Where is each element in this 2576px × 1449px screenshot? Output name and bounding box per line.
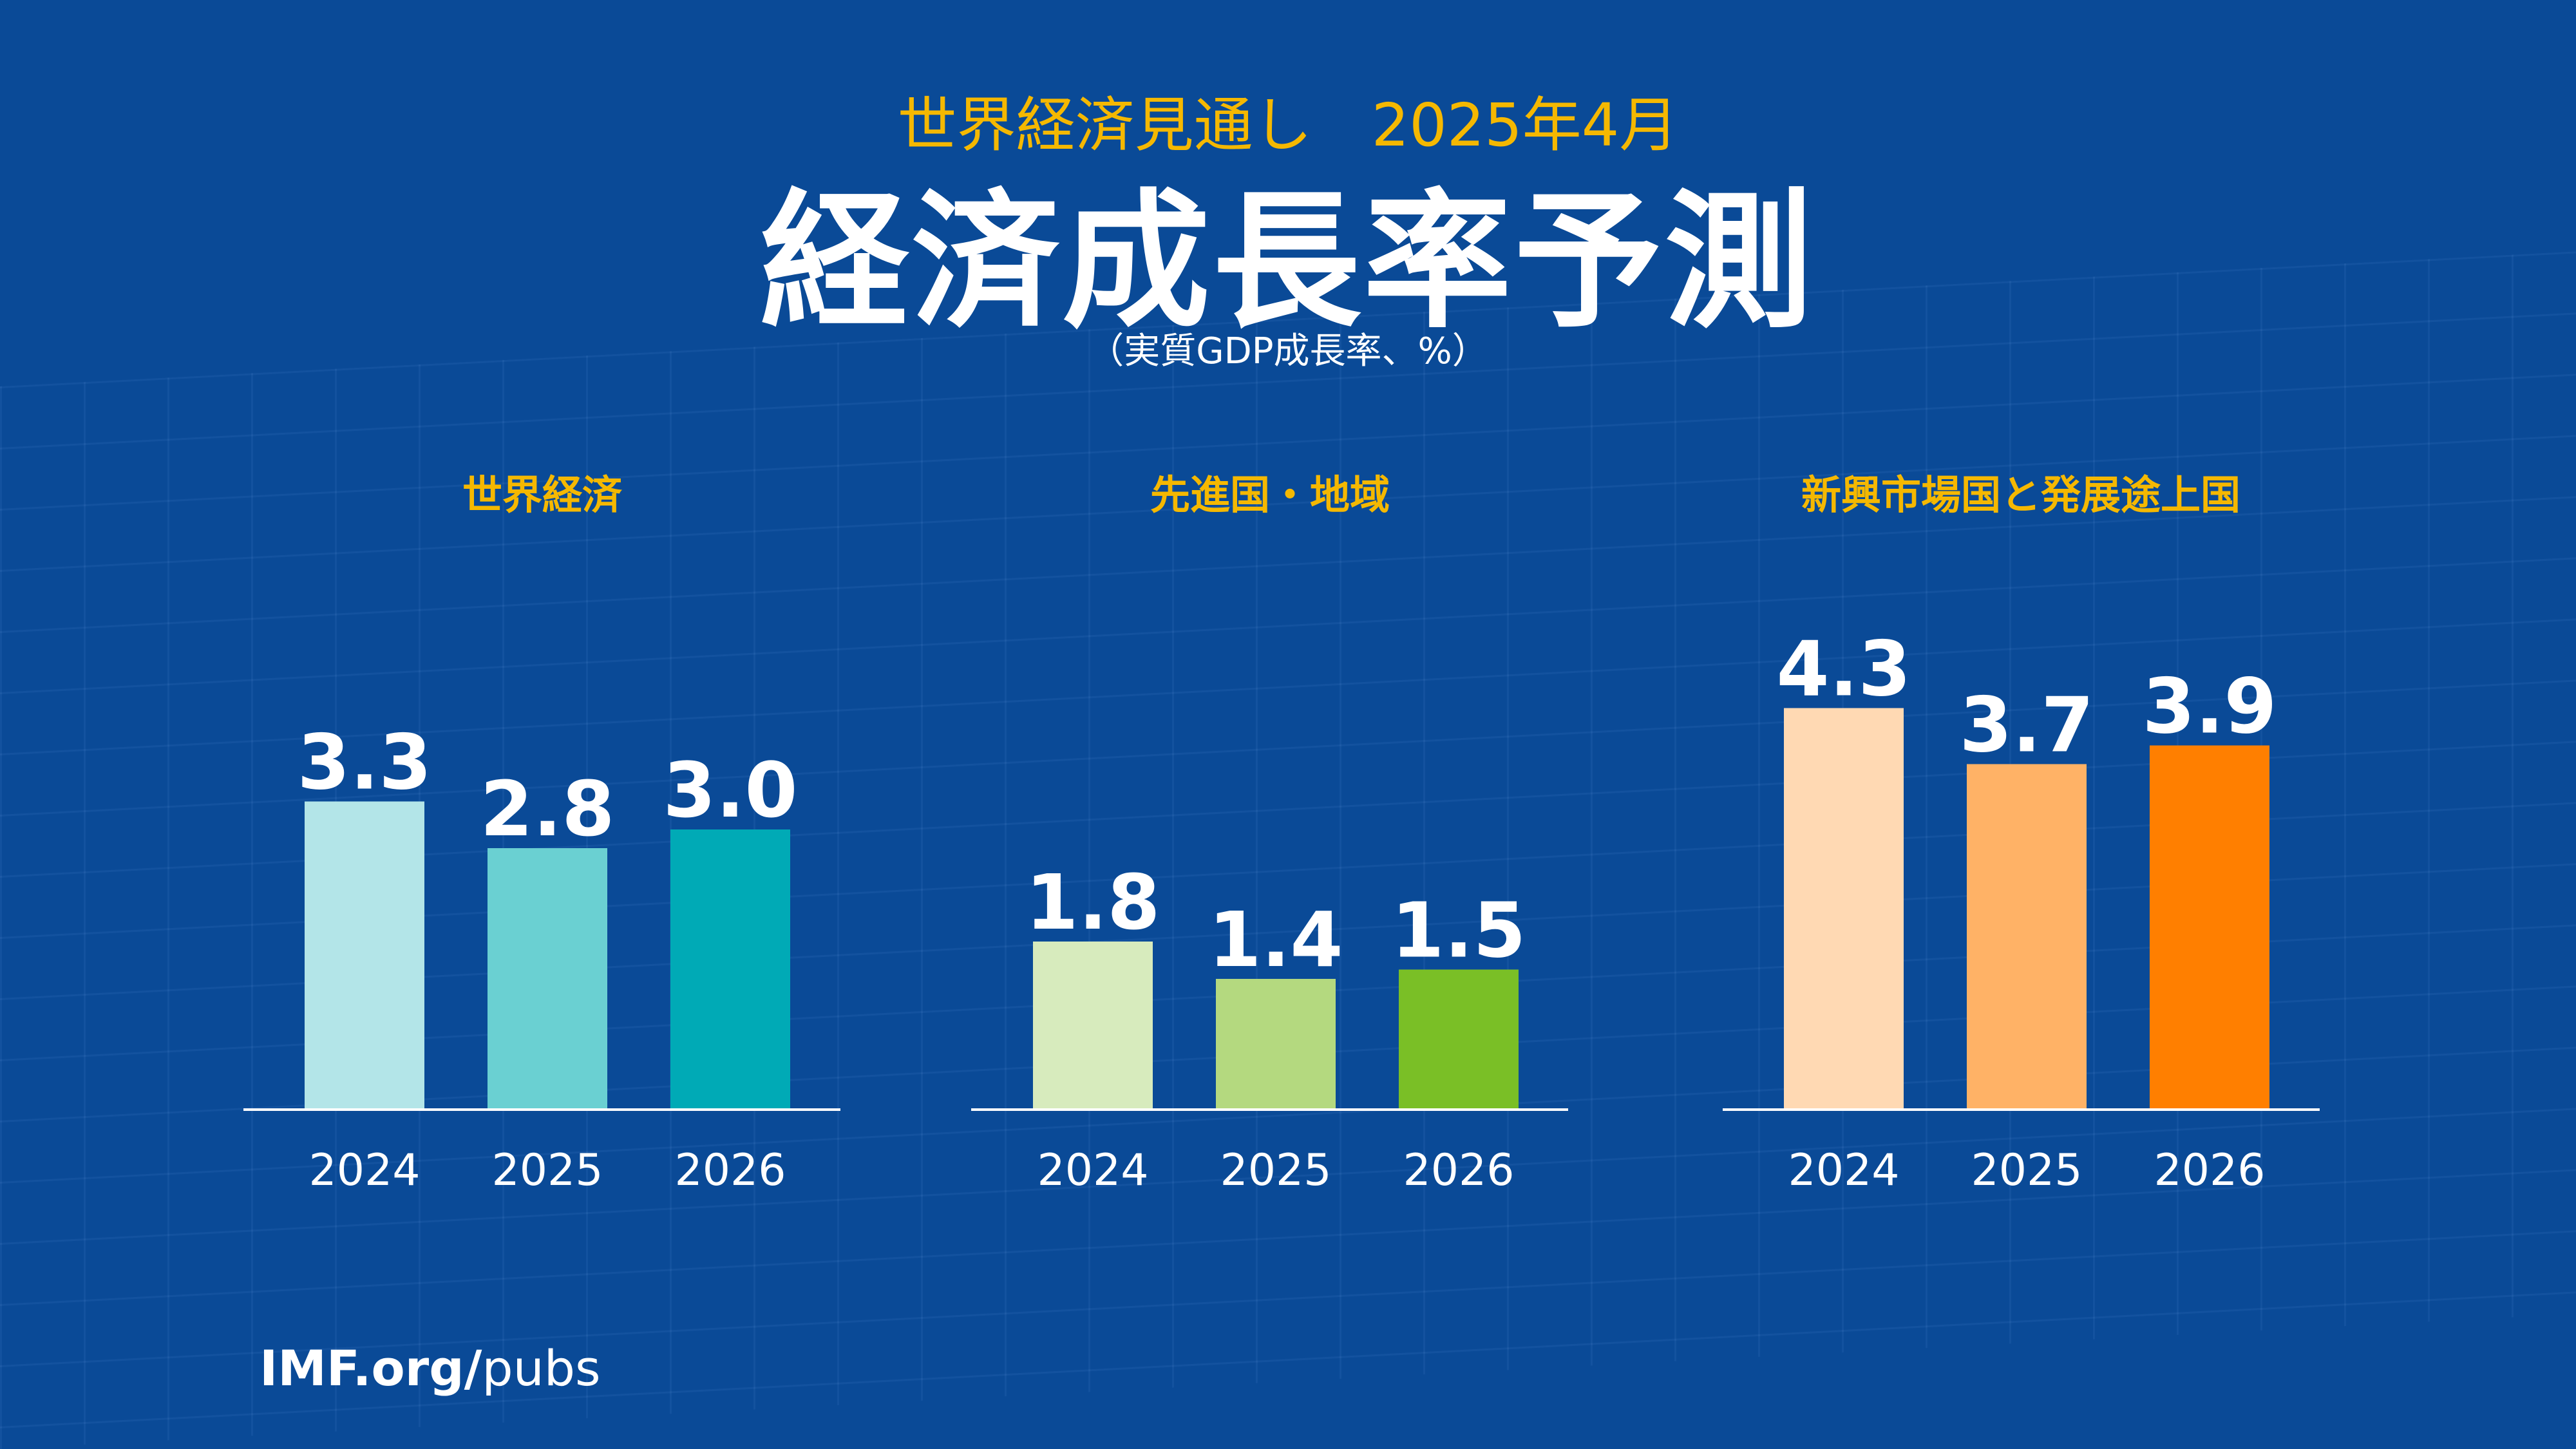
chart-panel-1: 世界経済 3.3 2024 2.8 2025 3.0 2026 — [243, 471, 840, 1196]
source-link[interactable]: IMF.org/pubs — [260, 1340, 601, 1397]
source-link-path: pubs — [482, 1340, 601, 1397]
data-label: 3.7 — [1959, 681, 2094, 770]
data-label: 3.3 — [297, 718, 431, 807]
bar-2025 — [488, 848, 607, 1110]
x-tick-label: 2026 — [1403, 1145, 1514, 1196]
chart-panel-2: 先進国・地域 1.8 2024 1.4 2025 1.5 2026 — [971, 471, 1568, 1196]
x-tick-label: 2025 — [491, 1145, 603, 1196]
data-label: 3.0 — [663, 746, 797, 835]
units-note: （実質GDP成長率、%） — [1088, 330, 1488, 372]
bar-2025 — [1216, 979, 1336, 1110]
bar-2026 — [670, 829, 790, 1110]
bar-2024 — [1784, 708, 1904, 1110]
bar-2026 — [2150, 745, 2269, 1110]
x-tick-label: 2026 — [2154, 1145, 2265, 1196]
data-label: 3.9 — [2142, 662, 2277, 751]
data-label: 1.8 — [1025, 858, 1160, 947]
x-tick-label: 2024 — [1788, 1145, 1899, 1196]
x-tick-label: 2025 — [1971, 1145, 2082, 1196]
data-label: 4.3 — [1776, 625, 1911, 714]
chart-panel-3: 新興市場国と発展途上国 4.3 2024 3.7 2025 3.9 2026 — [1723, 471, 2320, 1196]
x-tick-label: 2025 — [1220, 1145, 1331, 1196]
page-title: 経済成長率予測 — [760, 176, 1815, 348]
panel-title: 先進国・地域 — [1150, 471, 1390, 518]
data-label: 1.5 — [1391, 886, 1526, 975]
bar-2024 — [1033, 942, 1153, 1110]
x-tick-label: 2024 — [1037, 1145, 1148, 1196]
data-label: 2.8 — [480, 764, 614, 853]
x-tick-label: 2026 — [674, 1145, 786, 1196]
panel-title: 世界経済 — [462, 471, 623, 518]
data-label: 1.4 — [1208, 895, 1343, 984]
report-subtitle: 世界経済見通し 2025年4月 — [897, 91, 1679, 160]
panel-title: 新興市場国と発展途上国 — [1801, 471, 2240, 518]
bar-2024 — [305, 801, 424, 1110]
x-tick-label: 2024 — [308, 1145, 420, 1196]
bar-2026 — [1399, 969, 1519, 1110]
source-link-domain: IMF.org/ — [260, 1340, 482, 1397]
bar-2025 — [1967, 764, 2087, 1110]
